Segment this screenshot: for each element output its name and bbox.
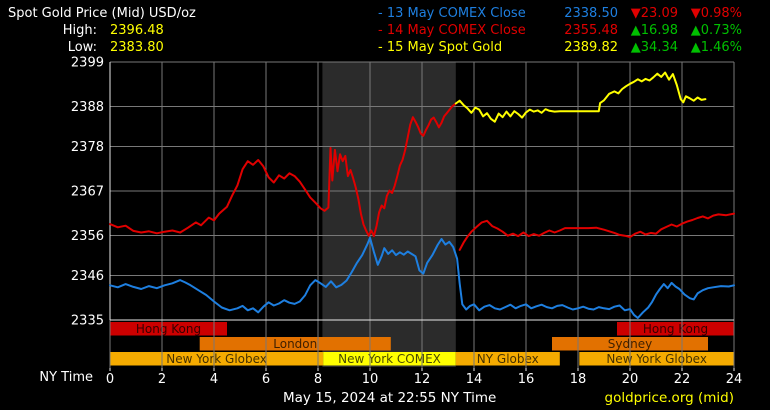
legend-row-14-may: - 14 May COMEX Close 2355.48 ▲16.98 ▲0.7… — [378, 22, 742, 39]
source-brand: goldprice.org (mid) — [604, 390, 734, 406]
low-label: Low: — [67, 40, 97, 55]
y-tick-label: 2356 — [71, 229, 104, 244]
legend: - 13 May COMEX Close 2338.50 ▼23.09 ▼0.9… — [378, 5, 742, 56]
legend-change-pct: ▼0.98% — [690, 6, 742, 21]
low-value: 2383.80 — [110, 40, 164, 55]
x-tick-label: 8 — [314, 372, 322, 387]
y-tick-label: 2346 — [71, 269, 104, 284]
series-line-14-may — [458, 212, 735, 251]
x-axis-title: NY Time — [39, 370, 93, 385]
legend-label: - 14 May COMEX Close — [378, 23, 526, 38]
legend-value: 2355.48 — [564, 23, 618, 38]
shade-comex-session — [322, 62, 456, 367]
legend-change-pct: ▲0.73% — [690, 23, 742, 38]
session-bar-label: New York COMEX — [338, 352, 441, 366]
page-title: Spot Gold Price (Mid) USD/oz — [8, 6, 196, 21]
legend-change: ▲16.98 — [630, 23, 678, 38]
session-bar-label: London — [273, 337, 317, 351]
y-tick-label: 2378 — [71, 140, 104, 155]
timestamp: May 15, 2024 at 22:55 NY Time — [283, 390, 497, 406]
legend-label: - 15 May Spot Gold — [378, 40, 503, 55]
session-bar-label: Hong Kong — [643, 322, 708, 336]
series-line-13-may — [109, 236, 735, 319]
high-label: High: — [62, 23, 97, 38]
legend-label: - 13 May COMEX Close — [378, 6, 526, 21]
x-tick-label: 0 — [106, 372, 114, 387]
x-tick-label: 16 — [518, 372, 535, 387]
y-tick-label: 2367 — [71, 185, 104, 200]
series-line-14-may — [109, 102, 457, 238]
session-bar-label: New York Globex — [606, 352, 707, 366]
legend-change: ▲34.34 — [630, 40, 678, 55]
session-bar-label: New York Globex — [166, 352, 267, 366]
x-tick-label: 4 — [210, 372, 218, 387]
legend-value: 2338.50 — [564, 6, 618, 21]
x-tick-label: 6 — [262, 372, 270, 387]
x-tick-label: 22 — [674, 372, 691, 387]
x-tick-label: 2 — [158, 372, 166, 387]
session-bar — [617, 322, 734, 336]
legend-row-13-may: - 13 May COMEX Close 2338.50 ▼23.09 ▼0.9… — [378, 5, 742, 22]
x-tick-label: 10 — [362, 372, 379, 387]
y-tick-label: 2399 — [71, 56, 104, 71]
x-tick-label: 20 — [622, 372, 639, 387]
legend-change-pct: ▲1.46% — [690, 40, 742, 55]
session-bar — [323, 352, 456, 366]
legend-value: 2389.82 — [564, 40, 618, 55]
x-tick-label: 24 — [726, 372, 743, 387]
x-tick-label: 12 — [414, 372, 431, 387]
legend-change: ▼23.09 — [630, 6, 678, 21]
x-tick-label: 14 — [466, 372, 483, 387]
series-line-15-may-spot-gold — [454, 71, 707, 123]
session-bar — [110, 352, 324, 366]
session-bar — [110, 322, 227, 336]
session-bar — [455, 352, 560, 366]
y-tick-label: 2388 — [71, 100, 104, 115]
high-value: 2396.48 — [110, 23, 164, 38]
session-bar — [579, 352, 734, 366]
y-tick-label: 2335 — [71, 314, 104, 329]
x-tick-label: 18 — [570, 372, 587, 387]
session-bar-label: Hong Kong — [136, 322, 201, 336]
legend-row-15-may: - 15 May Spot Gold 2389.82 ▲34.34 ▲1.46% — [378, 39, 742, 56]
session-bar-label: NY Globex — [477, 352, 539, 366]
session-bar — [199, 337, 391, 351]
